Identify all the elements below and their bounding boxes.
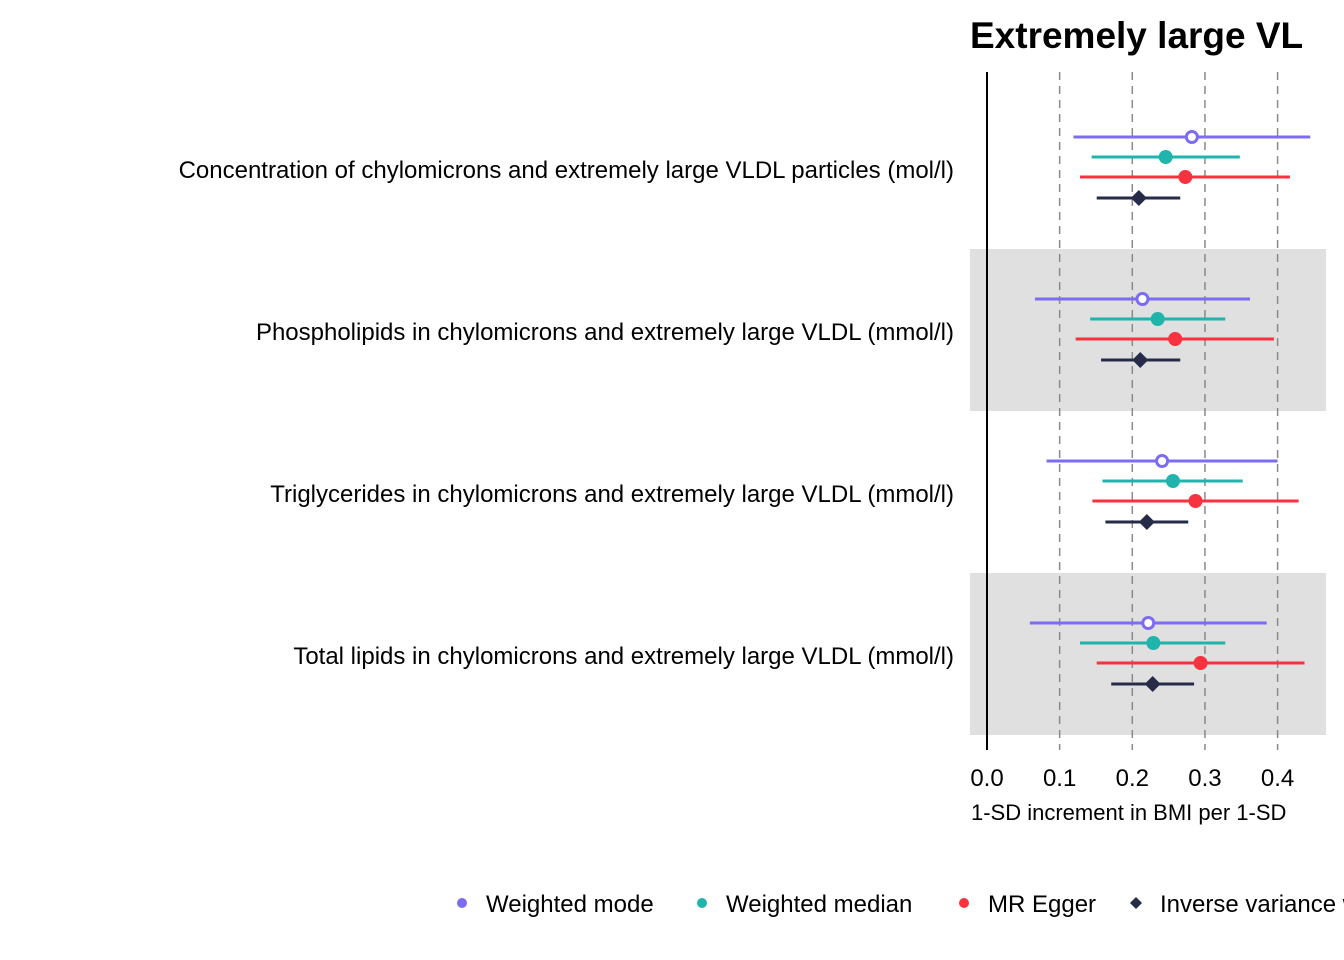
category-label: Concentration of chylomicrons and extrem… xyxy=(179,157,954,184)
category-label: Triglycerides in chylomicrons and extrem… xyxy=(270,481,954,508)
point-estimate xyxy=(1168,332,1183,346)
point-estimate xyxy=(1165,474,1180,488)
category-labels: Concentration of chylomicrons and extrem… xyxy=(179,157,954,670)
chart-title: Extremely large VL xyxy=(970,15,1303,56)
series-marks xyxy=(1029,130,1311,692)
point-estimate xyxy=(1150,312,1165,326)
x-tick-label: 0.2 xyxy=(1116,765,1149,792)
legend-key xyxy=(959,898,969,908)
x-axis-title: 1-SD increment in BMI per 1-SD xyxy=(971,800,1286,825)
point-estimate xyxy=(1188,494,1203,508)
point-estimate xyxy=(1158,150,1173,164)
category-label: Total lipids in chylomicrons and extreme… xyxy=(293,643,954,670)
row-band xyxy=(970,573,1326,735)
legend-label: Weighted mode xyxy=(486,891,654,918)
legend-key xyxy=(697,898,707,908)
point-estimate xyxy=(1135,292,1150,306)
x-axis-ticks: 0.0 0.1 0.2 0.3 0.4 xyxy=(970,765,1294,792)
point-estimate xyxy=(1132,352,1149,368)
point-estimate xyxy=(1144,676,1161,692)
legend-label: Inverse variance weighted xyxy=(1160,891,1344,918)
point-estimate xyxy=(1138,514,1155,530)
legend-key xyxy=(457,898,467,908)
point-estimate xyxy=(1184,130,1199,144)
legend-key xyxy=(1130,897,1142,909)
point-estimate xyxy=(1146,636,1161,650)
legend: Weighted mode Weighted median MR Egger Inve… xyxy=(457,891,1344,918)
point-estimate xyxy=(1141,616,1156,630)
point-estimate xyxy=(1193,656,1208,670)
grid-lines xyxy=(986,72,1279,750)
x-tick-label: 0.1 xyxy=(1043,765,1076,792)
row-band xyxy=(970,249,1326,411)
point-estimate xyxy=(1178,170,1193,184)
point-estimate xyxy=(1130,190,1147,206)
legend-label: Weighted median xyxy=(726,891,912,918)
point-estimate xyxy=(1155,454,1170,468)
legend-label: MR Egger xyxy=(988,891,1096,918)
x-tick-label: 0.0 xyxy=(970,765,1003,792)
x-tick-label: 0.4 xyxy=(1261,765,1294,792)
x-tick-label: 0.3 xyxy=(1188,765,1221,792)
row-bands xyxy=(970,249,1326,735)
category-label: Phospholipids in chylomicrons and extrem… xyxy=(256,319,954,346)
